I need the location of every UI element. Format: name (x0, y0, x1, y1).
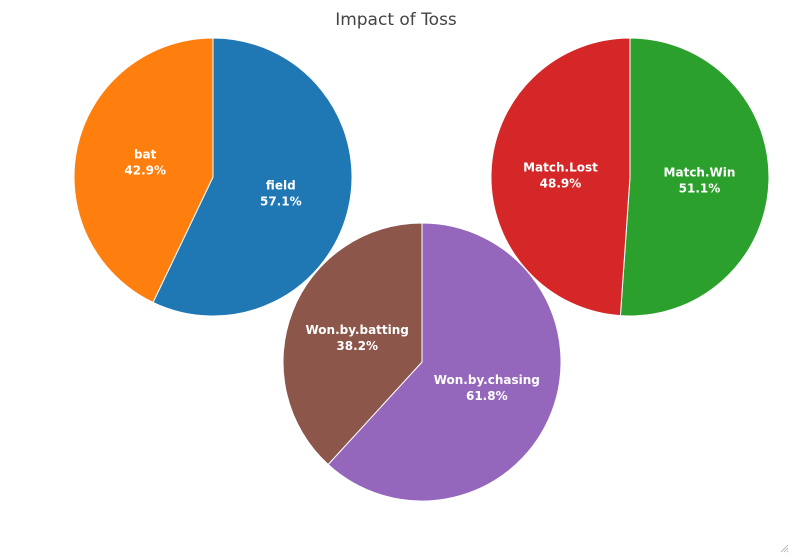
slice-label-won-by-batting: Won.by.batting 38.2% (305, 323, 408, 353)
slice-label-won-by-chasing: Won.by.chasing 61.8% (434, 373, 540, 403)
pies-group: field 57.1% bat 42.9% Match.Win 51.1% Match.Lo… (73, 37, 770, 502)
pie-slice-match-win[interactable] (619, 37, 770, 317)
pie-slice-field[interactable] (152, 37, 353, 317)
pie-chart-3: Won.by.chasing 61.8% Won.by.batting 38.2% (282, 222, 562, 502)
slice-label-match-win: Match.Win 51.1% (664, 165, 736, 195)
resize-grip-icon (780, 544, 789, 553)
pie-slice-won-by-chasing[interactable] (327, 222, 562, 502)
slice-label-field: field 57.1% (260, 178, 302, 208)
slice-label-bat: bat 42.9% (124, 148, 166, 178)
pie-slice-won-by-batting[interactable] (282, 222, 423, 466)
pie-chart-2: Match.Win 51.1% Match.Lost 48.9% (490, 37, 770, 317)
pie-slice-bat[interactable] (73, 37, 214, 304)
pie-slice-match-lost[interactable] (490, 37, 631, 317)
chart-title: Impact of Toss (335, 10, 457, 30)
slice-label-match-lost: Match.Lost 48.9% (523, 161, 598, 191)
pie-chart-1: field 57.1% bat 42.9% (73, 37, 353, 317)
